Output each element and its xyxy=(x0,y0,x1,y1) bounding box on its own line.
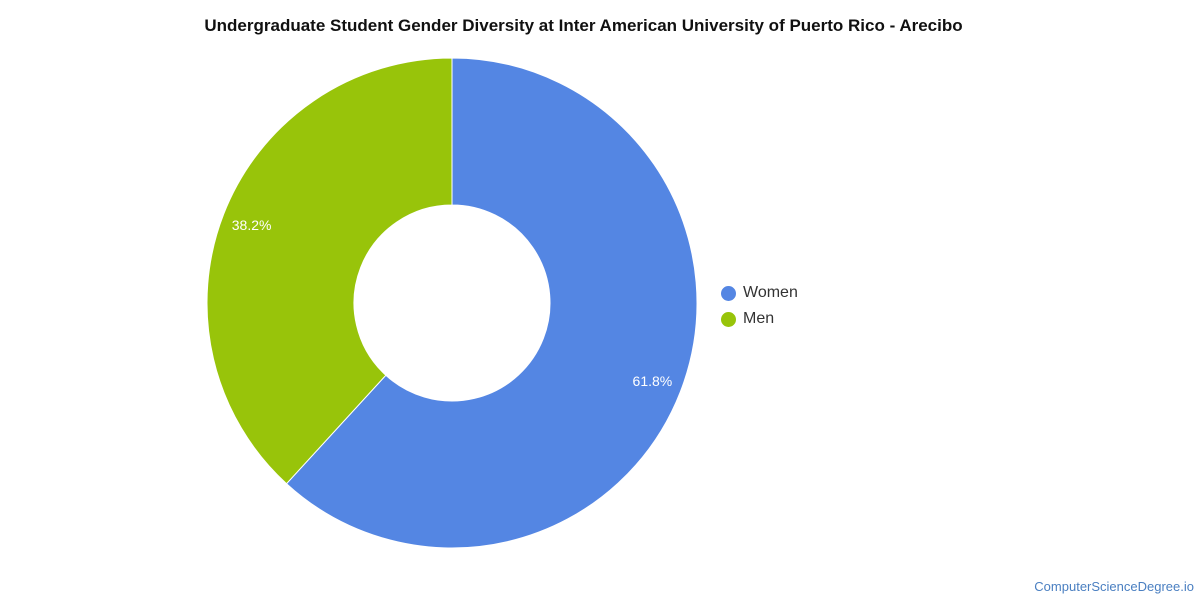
legend: Women Men xyxy=(721,280,798,332)
legend-swatch-women xyxy=(721,285,736,301)
slice-men[interactable] xyxy=(206,57,453,485)
legend-label-men: Men xyxy=(743,310,775,327)
slice-label-women: 61.8% xyxy=(633,373,673,389)
legend-label-women: Women xyxy=(743,284,798,301)
legend-item-men[interactable]: Men xyxy=(721,306,798,332)
legend-swatch-men xyxy=(721,311,736,327)
slice-label-men: 38.2% xyxy=(232,217,272,233)
watermark-link[interactable]: ComputerScienceDegree.io xyxy=(1034,579,1194,594)
slice-women[interactable] xyxy=(285,57,698,549)
chart-title: Undergraduate Student Gender Diversity a… xyxy=(204,16,963,35)
legend-item-women[interactable]: Women xyxy=(721,280,798,306)
